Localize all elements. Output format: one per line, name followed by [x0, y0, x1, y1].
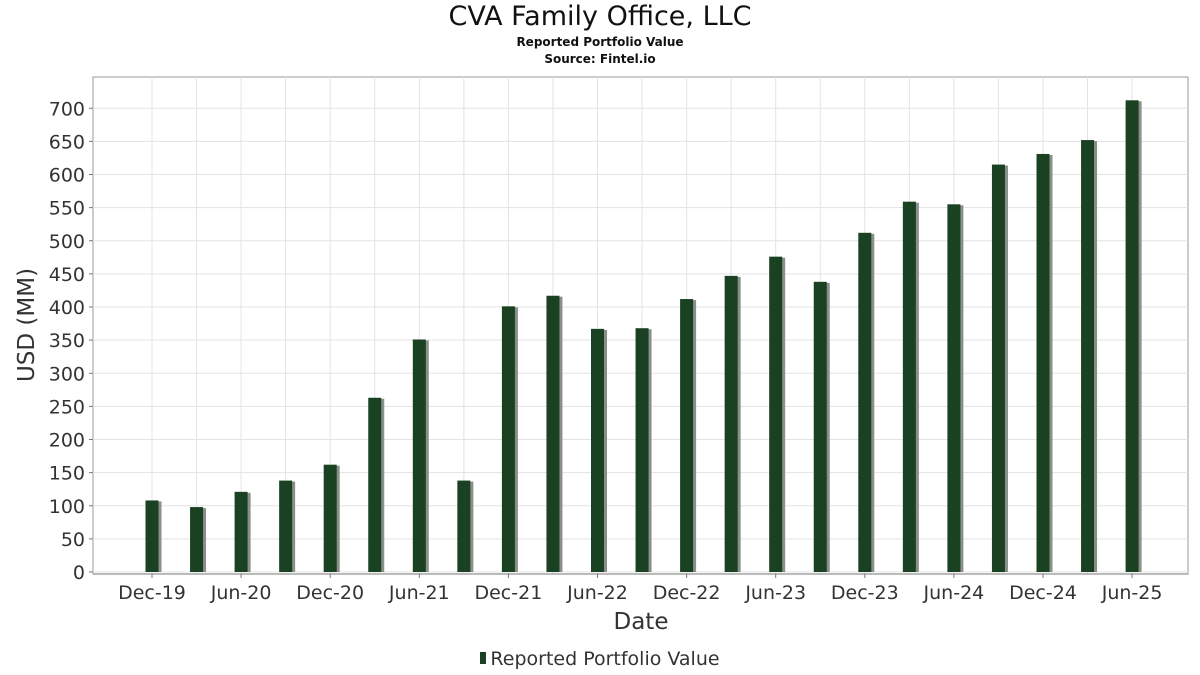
- x-tick-label: Jun-24: [923, 582, 985, 604]
- y-tick-label: 150: [49, 463, 85, 485]
- y-tick-label: 200: [49, 430, 85, 452]
- y-axis-title: USD (MM): [14, 268, 40, 382]
- y-tick-label: 500: [49, 231, 85, 253]
- x-tick-label: Dec-24: [1009, 582, 1077, 604]
- x-tick-label: Dec-23: [831, 582, 899, 604]
- y-tick-label: 300: [49, 363, 85, 385]
- bar: [591, 328, 604, 572]
- bar: [368, 397, 382, 572]
- bar: [501, 306, 515, 572]
- x-axis-title: Date: [614, 609, 669, 635]
- chart-title: CVA Family Office, LLC: [448, 1, 752, 32]
- x-tick-label: Jun-21: [388, 582, 450, 604]
- bar: [1125, 100, 1139, 573]
- y-tick-label: 650: [49, 131, 85, 153]
- bar: [234, 491, 248, 572]
- legend: Reported Portfolio Value: [0, 648, 1200, 670]
- bar: [412, 339, 426, 572]
- x-tick-label: Jun-22: [566, 582, 628, 604]
- y-tick-label: 250: [49, 396, 85, 418]
- bar: [635, 328, 649, 572]
- bar: [1036, 153, 1050, 572]
- bar: [190, 507, 204, 572]
- y-tick-label: 100: [49, 496, 85, 518]
- chart-source: Source: Fintel.io: [544, 52, 656, 66]
- y-tick-label: 350: [49, 330, 85, 352]
- bar: [279, 480, 293, 572]
- bars: [145, 100, 1142, 573]
- y-tick-label: 600: [49, 165, 85, 187]
- chart-subtitle: Reported Portfolio Value: [516, 35, 684, 49]
- bar: [1081, 140, 1095, 573]
- x-tick-label: Jun-23: [744, 582, 806, 604]
- bar: [457, 480, 471, 572]
- x-tick-label: Dec-20: [296, 582, 364, 604]
- legend-swatch: [480, 652, 487, 664]
- bar: [769, 256, 783, 572]
- bar: [724, 275, 738, 572]
- bar: [323, 464, 337, 572]
- x-tick-label: Dec-22: [653, 582, 721, 604]
- y-tick-label: 450: [49, 264, 85, 286]
- bar: [680, 299, 694, 572]
- y-tick-label: 400: [49, 297, 85, 319]
- y-tick-label: 700: [49, 98, 85, 120]
- x-tick-label: Jun-25: [1101, 582, 1163, 604]
- bar: [991, 164, 1005, 572]
- bar: [546, 295, 560, 572]
- y-tick-label: 50: [61, 529, 85, 551]
- y-tick-label: 0: [73, 562, 85, 584]
- bar: [858, 232, 872, 573]
- legend-label: Reported Portfolio Value: [490, 648, 720, 670]
- bar: [902, 201, 916, 572]
- x-tick-label: Jun-20: [210, 582, 272, 604]
- y-tick-label: 550: [49, 198, 85, 220]
- bar: [947, 204, 961, 572]
- x-tick-label: Dec-21: [474, 582, 542, 604]
- axes: 0 50 100 150 200 250 300 350 400 450 500 550 600 650 7…: [49, 98, 1188, 604]
- bar: [813, 281, 827, 572]
- x-tick-label: Dec-19: [118, 582, 186, 604]
- bar: [145, 500, 159, 572]
